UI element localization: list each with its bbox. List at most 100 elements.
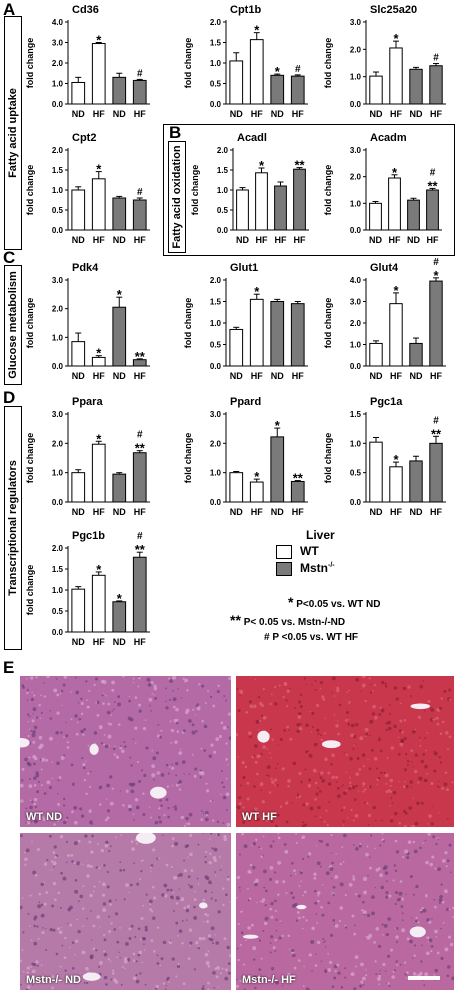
tissue-cell	[320, 840, 324, 843]
tissue-cell	[173, 875, 178, 880]
tissue-cell	[284, 849, 289, 854]
tissue-cell	[398, 822, 401, 825]
tissue-cell	[410, 917, 413, 919]
tissue-cell	[331, 985, 335, 989]
tissue-cell	[348, 702, 350, 705]
tissue-cell	[178, 873, 183, 877]
tissue-cell	[438, 780, 440, 782]
tissue-cell	[20, 959, 22, 963]
tissue-cell	[168, 766, 171, 768]
tissue-cell	[182, 729, 186, 733]
tissue-cell	[229, 901, 231, 903]
tissue-cell	[405, 977, 408, 979]
tissue-cell	[413, 954, 416, 957]
tissue-cell	[116, 940, 120, 944]
tissue-cell	[298, 916, 301, 920]
tissue-cell	[228, 676, 231, 681]
tissue-cell	[331, 861, 334, 865]
tissue-cell	[132, 782, 136, 786]
tissue-cell	[109, 903, 112, 906]
tissue-cell	[381, 923, 384, 926]
tissue-cell	[159, 735, 162, 739]
tissue-cell	[418, 776, 423, 781]
tissue-cell	[137, 676, 140, 678]
y-tick-label: 0.0	[52, 498, 64, 507]
tissue-cell	[392, 791, 397, 795]
tissue-cell	[366, 845, 369, 848]
tissue-cell	[389, 790, 392, 793]
tissue-cell	[40, 784, 43, 787]
tissue-cell	[109, 775, 113, 779]
tissue-cell	[447, 965, 451, 969]
tissue-cell	[171, 957, 175, 961]
tissue-cell	[40, 768, 43, 771]
tissue-vessel	[150, 786, 167, 799]
y-tick-label: 3.0	[350, 146, 362, 155]
tissue-cell	[361, 753, 366, 757]
tissue-cell	[433, 750, 435, 753]
tissue-cell	[149, 899, 153, 904]
tissue-cell	[360, 962, 364, 967]
tissue-cell	[106, 816, 110, 820]
tissue-cell	[433, 973, 436, 976]
tissue-cell	[419, 740, 421, 742]
tissue-cell	[369, 691, 373, 694]
bar	[91, 574, 106, 633]
tissue-cell	[49, 717, 53, 720]
tissue-cell	[314, 815, 317, 818]
tissue-cell	[183, 859, 185, 862]
legend-swatch-mstn	[276, 562, 292, 576]
tissue-cell	[348, 781, 352, 785]
tissue-cell	[402, 686, 407, 691]
bar	[369, 342, 383, 367]
tissue-cell	[239, 944, 242, 947]
tissue-cell	[132, 681, 135, 684]
tissue-cell	[314, 901, 318, 905]
tissue-cell	[56, 711, 60, 715]
tissue-cell	[308, 953, 312, 957]
tissue-cell	[348, 787, 352, 791]
significance-mark: *	[96, 431, 102, 446]
tissue-cell	[391, 802, 394, 805]
tissue-cell	[39, 717, 42, 719]
tissue-cell	[208, 754, 213, 758]
tissue-cell	[365, 974, 368, 977]
tissue-cell	[93, 731, 98, 735]
tissue-cell	[48, 834, 52, 838]
tissue-cell	[435, 842, 438, 846]
bar	[389, 466, 403, 503]
tissue-cell	[385, 728, 388, 731]
tissue-cell	[355, 677, 360, 682]
tissue-cell	[385, 790, 389, 794]
bar	[91, 443, 106, 503]
x-tick-label: HF	[134, 109, 146, 119]
tissue-cell	[330, 877, 333, 880]
tissue-cell	[176, 964, 181, 968]
tissue-cell	[443, 782, 448, 787]
tissue-cell	[398, 729, 402, 733]
tissue-cell	[169, 720, 172, 723]
tissue-cell	[347, 722, 351, 726]
tissue-cell	[440, 697, 443, 700]
panel-letter-d: D	[3, 388, 16, 407]
tissue-cell	[412, 840, 416, 844]
tissue-cell	[123, 957, 128, 961]
tissue-cell	[365, 852, 369, 857]
tissue-cell	[197, 946, 201, 950]
tissue-cell	[115, 899, 117, 901]
x-tick-label: ND	[236, 235, 249, 245]
tissue-cell	[178, 783, 181, 786]
tissue-cell	[205, 850, 208, 854]
tissue-cell	[206, 914, 210, 917]
tissue-cell	[96, 700, 100, 705]
micrograph-texture	[236, 833, 454, 990]
tissue-cell	[135, 805, 140, 810]
tissue-cell	[187, 822, 191, 826]
tissue-cell	[88, 840, 92, 844]
tissue-cell	[428, 702, 430, 705]
y-tick-label: 2.0	[350, 45, 362, 54]
tissue-cell	[204, 811, 209, 815]
tissue-cell	[438, 756, 441, 759]
tissue-cell	[393, 686, 398, 690]
